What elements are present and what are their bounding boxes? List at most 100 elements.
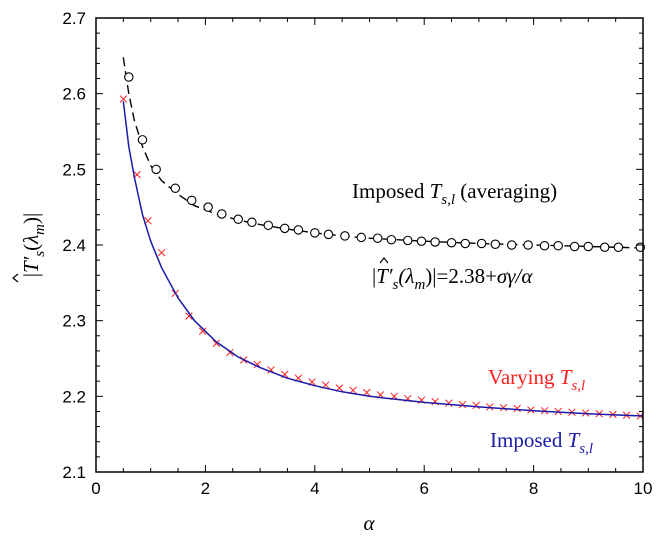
y-tick-label: 2.3: [62, 312, 86, 331]
data-point-circle: [151, 164, 161, 175]
x-tick-label: 0: [91, 479, 100, 498]
data-point-circle: [372, 233, 383, 243]
data-point-circle: [340, 231, 350, 241]
y-tick-label: 2.2: [62, 387, 86, 406]
data-point-x: [499, 403, 508, 412]
data-point-circle: [124, 72, 134, 82]
data-point-x: [445, 399, 453, 407]
formula-rest: )|=2.38+: [425, 264, 497, 288]
series-1: [122, 57, 644, 249]
formula-hat: [379, 257, 389, 264]
annotation-varying-sub: s,l: [571, 378, 585, 394]
data-point-x: [157, 248, 166, 257]
y-tick-label: 2.4: [62, 236, 86, 255]
data-point-circle: [506, 240, 517, 250]
annotation-averaging-suffix: (averaging): [455, 179, 557, 203]
data-point-circle: [599, 242, 610, 253]
data-point-circle: [170, 183, 181, 194]
annotation-formula: |T′s(λm)|=2.38+σγ/α: [372, 264, 533, 293]
y-tick-label: 2.7: [62, 9, 86, 28]
series-0: [124, 72, 646, 253]
y-label-abs-open: |: [19, 273, 43, 277]
x-tick-label: 4: [310, 479, 319, 498]
y-tick-label: 2.1: [62, 463, 86, 482]
y-axis-label: |T′s(λm)|: [19, 213, 48, 278]
formula-open: |: [372, 264, 376, 288]
data-point-circle: [263, 220, 274, 231]
data-point-circle: [446, 237, 457, 248]
x-tick-label: 10: [634, 479, 653, 498]
data-point-x: [119, 95, 128, 103]
data-point-circle: [403, 235, 413, 246]
data-point-x: [472, 401, 480, 410]
annotation-varying-var: T: [560, 365, 573, 389]
data-point-circle: [233, 214, 243, 225]
annotation-averaging-sub: s,l: [441, 192, 455, 208]
data-point-circle: [523, 240, 533, 250]
formula-lambda-sub: m: [414, 277, 425, 293]
y-label-abs-close: |: [19, 213, 43, 217]
data-point-x: [458, 400, 467, 409]
annotation-imposed-var: T: [568, 428, 581, 452]
data-point-x: [212, 339, 221, 348]
data-point-circle: [293, 225, 304, 235]
y-tick-label: 2.5: [62, 160, 86, 179]
series-line-3: [122, 101, 644, 417]
y-label-sub: s: [32, 251, 48, 257]
formula-tail: σγ/α: [497, 264, 533, 288]
annotation-imposed-sub: s,l: [579, 441, 593, 457]
data-point-circle: [203, 202, 213, 212]
formula-base: T: [376, 264, 389, 288]
y-label-lambda-sub: m: [32, 224, 48, 235]
annotation-varying: Varying Ts,l: [488, 365, 585, 394]
data-point-circle: [137, 135, 148, 145]
y-label-paren-close: ): [19, 217, 43, 224]
formula-sub: s: [393, 277, 399, 293]
series-3: [122, 101, 644, 417]
data-point-x: [185, 312, 193, 320]
x-tick-label: 6: [419, 479, 428, 498]
series-line-1: [122, 57, 644, 249]
ticks-layer: 0 2 4 6 8 10 2.1 2.2 2.3 2.4 2.5 2.6 2.7: [62, 9, 652, 498]
y-label-prime: ′: [19, 256, 43, 261]
data-point-circle: [613, 242, 624, 253]
data-point-circle: [356, 232, 367, 243]
data-point-circle: [186, 195, 197, 206]
data-point-circle: [247, 217, 257, 228]
data-point-circle: [416, 236, 427, 246]
x-tick-label: 8: [529, 479, 538, 498]
data-point-circle: [386, 234, 397, 245]
annotation-averaging: Imposed Ts,l (averaging): [352, 179, 557, 208]
data-point-circle: [310, 228, 320, 238]
annotation-imposed: Imposed Ts,l: [490, 428, 593, 457]
data-point-circle: [583, 241, 594, 252]
data-point-x: [513, 404, 521, 413]
x-tick-label: 2: [201, 479, 210, 498]
data-point-circle: [217, 209, 227, 219]
data-point-circle: [553, 241, 563, 251]
y-label-paren-open: (: [19, 244, 43, 251]
data-point-circle: [569, 241, 580, 252]
plot-area: 0 2 4 6 8 10 2.1 2.2 2.3 2.4 2.5 2.6 2.7: [62, 9, 652, 498]
y-tick-label: 2.6: [62, 85, 86, 104]
x-axis-label: α: [363, 511, 375, 535]
y-label-lambda: λ: [19, 235, 43, 245]
data-point-circle: [430, 237, 440, 247]
y-label-base: T: [19, 260, 43, 273]
data-point-circle: [460, 238, 470, 249]
formula-prime: ′: [388, 264, 393, 288]
annotation-averaging-var: T: [430, 179, 443, 203]
data-point-circle: [539, 241, 550, 251]
data-point-circle: [323, 229, 334, 240]
data-point-x: [198, 327, 207, 336]
data-point-circle: [490, 239, 501, 249]
annotation-averaging-prefix: Imposed: [352, 179, 430, 203]
data-point-circle: [279, 223, 290, 234]
series-layer: [119, 57, 646, 420]
formula-paren: (λ: [398, 264, 414, 288]
annotation-imposed-prefix: Imposed: [490, 428, 568, 452]
data-point-circle: [476, 238, 487, 249]
y-label-hat: [12, 273, 19, 283]
annotation-varying-prefix: Varying: [488, 365, 560, 389]
